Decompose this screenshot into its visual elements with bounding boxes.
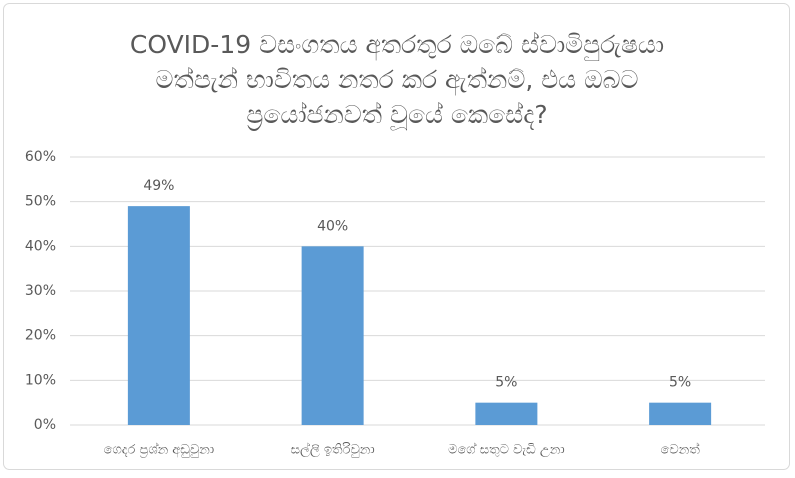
x-tick-label: සල්ලි ඉතිරිවුනා xyxy=(291,441,375,457)
x-tick-label: වෙනත් xyxy=(660,441,700,457)
x-tick-label: මගේ සතුට වැඩි උනා xyxy=(448,442,565,458)
chart-frame xyxy=(3,3,790,470)
chart-title: COVID-19 වසංගතය අතරතුර ඔබේ ස්වාමිපුරුෂයා xyxy=(130,30,664,61)
y-tick-label: 0% xyxy=(34,417,56,433)
chart-title: ප්‍රයෝජනවත් වූයේ කෙසේද? xyxy=(246,100,547,131)
data-label: 40% xyxy=(317,218,348,234)
data-label: 5% xyxy=(669,375,691,391)
x-tick-label: ගෙදර ප්‍රශ්න අඩුවුනා xyxy=(104,441,215,457)
y-tick-label: 10% xyxy=(25,372,56,388)
chart-title: මත්පැන් භාවිතය නතර කර ඇත්නම්, එය ඔබට xyxy=(156,65,639,96)
y-tick-label: 60% xyxy=(25,149,56,165)
y-tick-label: 50% xyxy=(25,194,56,210)
y-tick-label: 20% xyxy=(25,328,56,344)
bar xyxy=(475,402,538,425)
bar xyxy=(127,206,190,425)
y-tick-label: 30% xyxy=(25,283,56,299)
bar xyxy=(649,402,712,425)
data-label: 5% xyxy=(495,375,517,391)
y-tick-label: 40% xyxy=(25,238,56,254)
bar xyxy=(301,246,364,425)
data-label: 49% xyxy=(143,178,174,194)
